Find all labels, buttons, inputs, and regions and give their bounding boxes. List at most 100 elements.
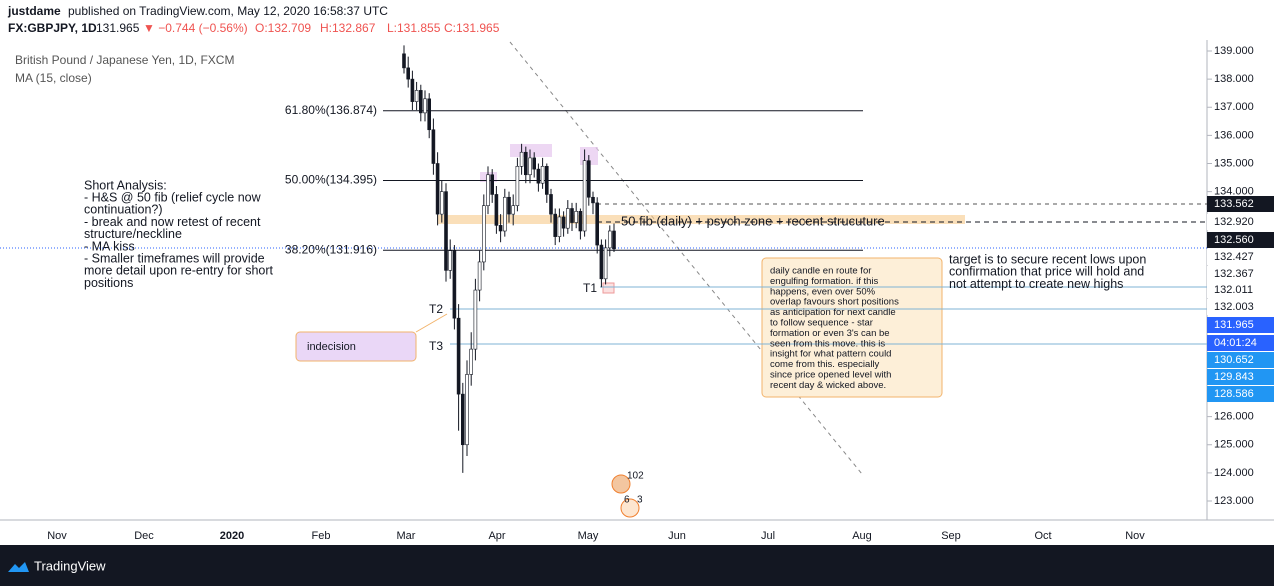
event-icon[interactable]: [611, 474, 631, 494]
price-label: 128.586: [1214, 388, 1254, 400]
price-label-bg: [1207, 317, 1274, 333]
annotation-line: target is to secure recent lows upon: [949, 252, 1146, 266]
candle-body: [612, 230, 616, 250]
annotation-line: confirmation that price will hold and: [949, 265, 1144, 279]
price-label: 131.965: [1214, 319, 1254, 331]
logo: [8, 562, 29, 572]
instrument: British Pound / Japanese Yen, 1D, FXCM: [15, 53, 234, 67]
header-bar: [0, 0, 1274, 40]
event-count: 6: [624, 495, 630, 506]
zone: [437, 215, 965, 224]
price-label: 132.367: [1214, 268, 1254, 280]
price-label: 132.427: [1214, 251, 1254, 263]
price-tick-label: 137.000: [1214, 101, 1254, 113]
indecision-pointer: [415, 313, 448, 333]
candle-body: [532, 157, 537, 170]
price-tick-label: 138.000: [1214, 73, 1254, 85]
candle-body: [578, 211, 583, 232]
time-label: Jul: [761, 530, 775, 542]
annotation-line: more detail upon re-entry for short: [84, 264, 274, 278]
candle-body: [486, 174, 490, 206]
annotation-line: insight for what pattern could: [770, 349, 891, 360]
fib-label: 61.80%(136.874): [285, 103, 377, 117]
price-label-bg: [1207, 282, 1274, 298]
candle-body: [507, 196, 511, 215]
candle-body: [431, 129, 436, 164]
candle-body: [456, 317, 461, 395]
candle-body: [448, 250, 453, 271]
candle-body: [519, 151, 524, 167]
candle-body: [570, 208, 574, 223]
indecision-label: indecision: [307, 341, 356, 353]
candle-body: [607, 230, 612, 249]
highlight: [510, 144, 552, 157]
candle-body: [599, 244, 604, 280]
price-label: 132.011: [1214, 284, 1253, 296]
highlight: [602, 282, 615, 294]
annotation-line: engulfing formation. if this: [770, 276, 879, 287]
candle-body: [603, 247, 608, 280]
candle-body: [418, 90, 423, 114]
annotation-line: recent day & wicked above.: [770, 380, 886, 391]
candle-body: [502, 196, 507, 232]
price-label: 132.920: [1214, 216, 1254, 228]
annotation-line: not attempt to create new highs: [949, 277, 1123, 291]
price-label: 133.562: [1214, 198, 1254, 210]
candle-body: [465, 374, 469, 446]
candle-body: [444, 191, 448, 271]
candle-body: [439, 191, 444, 215]
low: L:131.855: [387, 21, 441, 35]
price-label-bg: [1207, 335, 1274, 351]
candle-body: [591, 196, 595, 204]
candle-body: [586, 160, 591, 198]
footer-brand: TradingView: [34, 558, 106, 573]
annotation-line: - Smaller timeframes will provide: [84, 251, 265, 265]
time-label: Mar: [397, 530, 416, 542]
price-label-bg: [1207, 299, 1274, 315]
price-tick-label: 134.000: [1214, 186, 1254, 198]
event-count: 102: [627, 471, 644, 482]
event-icon[interactable]: [620, 498, 640, 518]
fib-label: 50.00%(134.395): [285, 173, 377, 187]
candle-body: [540, 166, 545, 184]
trend-line: [509, 41, 863, 475]
price-tick-label: 123.000: [1214, 495, 1254, 507]
footer-bar: [0, 545, 1274, 586]
candle-body: [544, 166, 549, 195]
price-label-bg: [1207, 214, 1274, 230]
price-label-bg: [1207, 266, 1274, 282]
t1: T1: [583, 281, 597, 295]
candle-body: [477, 261, 482, 291]
candle-body: [574, 211, 579, 223]
candle-body: [528, 157, 532, 176]
price-label-bg: [1207, 352, 1274, 368]
candle-body: [523, 151, 528, 176]
time-label: Dec: [134, 530, 154, 542]
publisher: justdame: [7, 4, 61, 18]
fib-label: 38.20%(131.916): [285, 242, 377, 256]
candle-body: [494, 194, 499, 226]
open: O:132.709: [255, 21, 311, 35]
annotation-line: since price opened level with: [770, 370, 891, 381]
time-label: Nov: [1125, 530, 1145, 542]
candle-body: [452, 250, 457, 319]
candle-body: [565, 208, 570, 229]
candle-body: [490, 174, 495, 195]
annotation-line: positions: [84, 276, 133, 290]
annotation-line: daily candle en route for: [770, 266, 871, 277]
annotation-line: as anticipation for next candle: [770, 307, 896, 318]
price-label-bg: [1207, 249, 1274, 265]
time-label: Oct: [1034, 530, 1051, 542]
annotation-line: to follow sequence - star: [770, 318, 873, 329]
price-label: 04:01:24: [1214, 337, 1257, 349]
candle-body: [460, 393, 465, 446]
time-label: Jun: [668, 530, 686, 542]
change: ▼ −0.744 (−0.56%): [143, 21, 248, 35]
candle-body: [498, 225, 503, 232]
annotation-line: structure/neckline: [84, 227, 182, 241]
t3: T3: [429, 339, 443, 353]
time-label: Nov: [47, 530, 67, 542]
time-label: 2020: [220, 530, 244, 542]
candle-body: [402, 53, 406, 69]
